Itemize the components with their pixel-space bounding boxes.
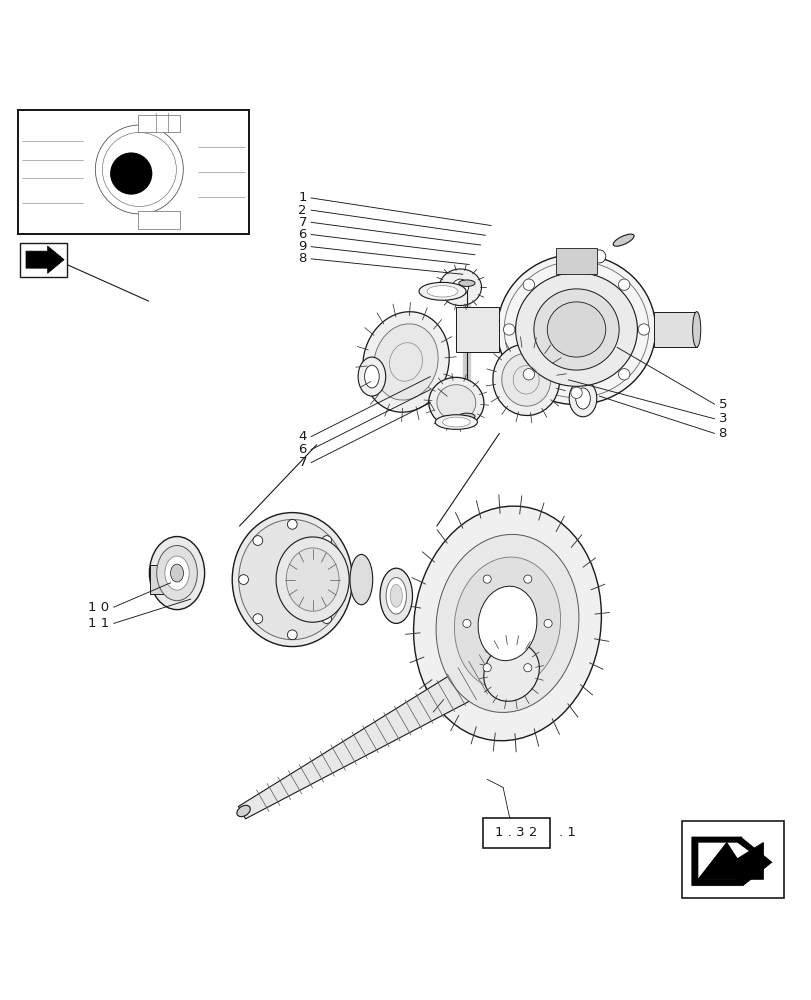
Ellipse shape xyxy=(358,357,385,396)
Text: 1 1: 1 1 xyxy=(88,617,109,630)
Bar xyxy=(681,821,783,898)
Text: 9: 9 xyxy=(298,240,307,253)
Bar xyxy=(138,211,179,229)
Ellipse shape xyxy=(363,312,448,412)
Circle shape xyxy=(483,664,491,672)
Polygon shape xyxy=(691,837,772,886)
Polygon shape xyxy=(26,246,64,273)
Ellipse shape xyxy=(496,254,654,405)
Text: 1 . 3 2: 1 . 3 2 xyxy=(495,826,537,839)
Ellipse shape xyxy=(692,312,700,347)
Circle shape xyxy=(321,614,331,623)
Ellipse shape xyxy=(436,534,578,712)
Ellipse shape xyxy=(501,353,550,406)
Circle shape xyxy=(570,387,581,398)
Text: 7: 7 xyxy=(298,456,307,469)
Ellipse shape xyxy=(612,234,633,246)
Text: 1 0: 1 0 xyxy=(88,601,109,614)
Text: 3: 3 xyxy=(718,412,726,425)
Circle shape xyxy=(503,324,514,335)
Text: 8: 8 xyxy=(718,427,726,440)
Polygon shape xyxy=(697,843,762,879)
Circle shape xyxy=(570,260,581,272)
Ellipse shape xyxy=(569,380,596,417)
Ellipse shape xyxy=(458,413,474,420)
Ellipse shape xyxy=(492,344,559,416)
Circle shape xyxy=(592,250,605,263)
Text: 2: 2 xyxy=(298,204,307,217)
Ellipse shape xyxy=(428,377,483,428)
Bar xyxy=(150,565,182,594)
Circle shape xyxy=(253,536,263,545)
Ellipse shape xyxy=(504,261,648,398)
Circle shape xyxy=(462,619,470,627)
Text: 1: 1 xyxy=(298,191,307,204)
Text: 6: 6 xyxy=(298,443,307,456)
Ellipse shape xyxy=(435,415,477,429)
Circle shape xyxy=(543,619,551,627)
Ellipse shape xyxy=(418,282,466,300)
Ellipse shape xyxy=(364,365,379,388)
Ellipse shape xyxy=(427,286,457,297)
Circle shape xyxy=(110,152,152,195)
Ellipse shape xyxy=(478,586,536,661)
Text: 5: 5 xyxy=(718,398,726,411)
Bar xyxy=(654,312,696,347)
Circle shape xyxy=(522,279,534,290)
Bar xyxy=(138,115,179,132)
Ellipse shape xyxy=(413,506,601,741)
Ellipse shape xyxy=(149,537,204,610)
Ellipse shape xyxy=(373,324,438,400)
Circle shape xyxy=(618,369,629,380)
Ellipse shape xyxy=(483,643,539,701)
Circle shape xyxy=(618,279,629,290)
Circle shape xyxy=(253,614,263,623)
Ellipse shape xyxy=(515,273,637,386)
Ellipse shape xyxy=(350,554,372,605)
Ellipse shape xyxy=(385,578,406,614)
Bar xyxy=(456,307,498,352)
Circle shape xyxy=(483,575,491,583)
Circle shape xyxy=(287,630,297,640)
Circle shape xyxy=(523,575,531,583)
Ellipse shape xyxy=(533,289,618,370)
Ellipse shape xyxy=(442,417,470,427)
Ellipse shape xyxy=(389,584,401,607)
Bar xyxy=(20,243,67,277)
Ellipse shape xyxy=(232,513,352,647)
Circle shape xyxy=(523,664,531,672)
Text: 6: 6 xyxy=(298,228,307,241)
Ellipse shape xyxy=(439,269,481,306)
Text: 4: 4 xyxy=(298,430,307,443)
Bar xyxy=(18,110,249,234)
Polygon shape xyxy=(238,649,510,819)
Circle shape xyxy=(287,519,297,529)
Ellipse shape xyxy=(575,388,590,409)
Circle shape xyxy=(637,324,649,335)
Ellipse shape xyxy=(286,548,339,611)
Circle shape xyxy=(238,575,248,584)
Circle shape xyxy=(336,575,345,584)
Bar xyxy=(18,110,249,234)
Ellipse shape xyxy=(380,568,412,623)
Ellipse shape xyxy=(238,519,345,640)
Text: 8: 8 xyxy=(298,252,307,265)
Ellipse shape xyxy=(436,385,475,420)
Circle shape xyxy=(321,536,331,545)
Ellipse shape xyxy=(547,302,605,357)
Bar xyxy=(556,248,596,274)
Ellipse shape xyxy=(157,545,197,601)
Ellipse shape xyxy=(458,280,474,286)
Ellipse shape xyxy=(454,557,560,690)
Polygon shape xyxy=(697,843,762,879)
Ellipse shape xyxy=(165,556,189,590)
Circle shape xyxy=(452,279,468,295)
Bar xyxy=(483,818,549,848)
Text: . 1: . 1 xyxy=(559,826,576,839)
Ellipse shape xyxy=(237,805,250,817)
Ellipse shape xyxy=(276,537,349,622)
Text: 7: 7 xyxy=(298,216,307,229)
Circle shape xyxy=(522,369,534,380)
Ellipse shape xyxy=(170,564,183,582)
